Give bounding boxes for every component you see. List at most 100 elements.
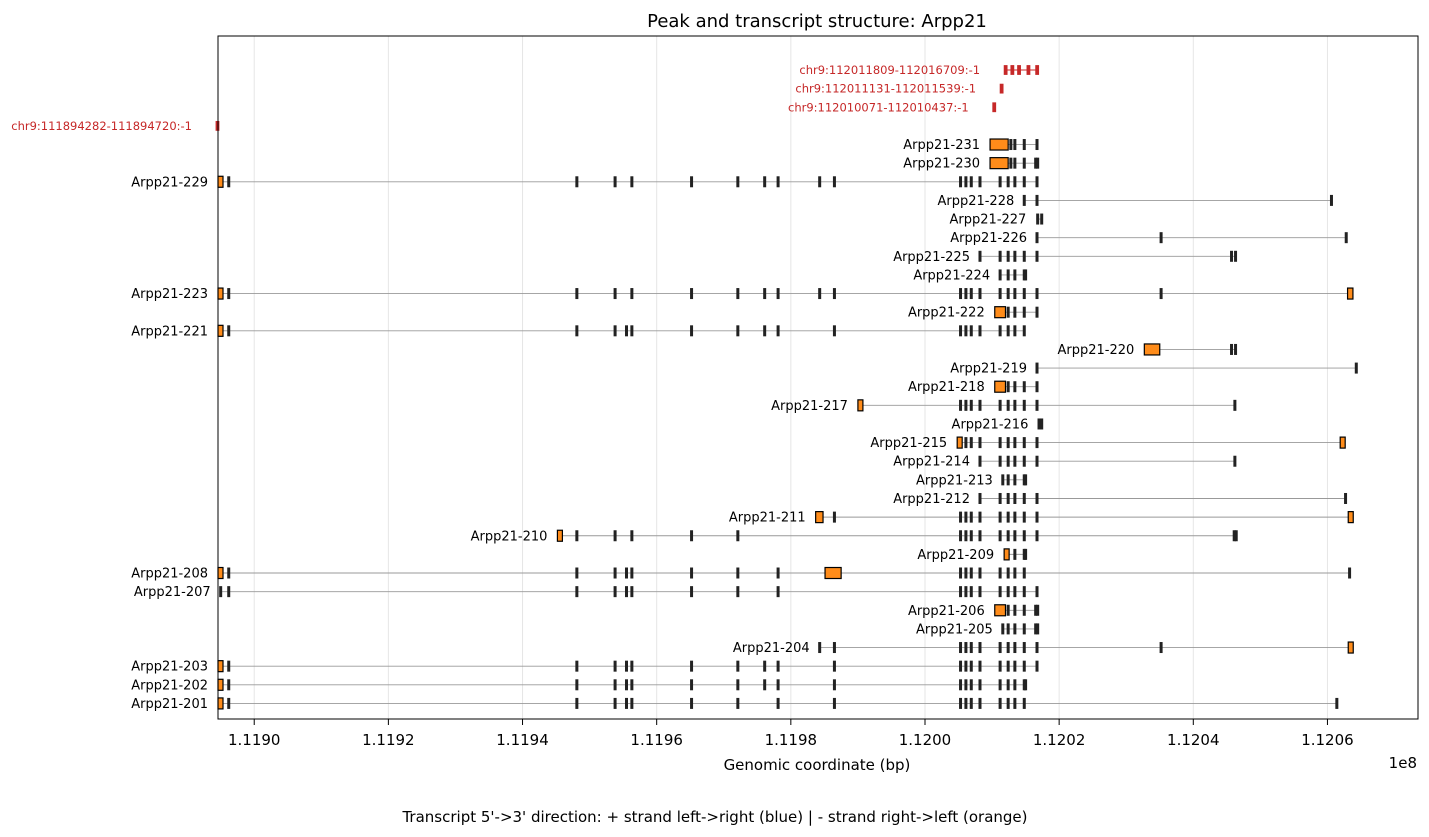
exon-mark (1022, 586, 1026, 598)
exon-mark (998, 399, 1002, 411)
transcript-label: Arpp21-227 (950, 213, 1027, 228)
x-tick-label: 1.1198 (765, 731, 818, 749)
utr-block (815, 511, 824, 524)
exon-mark (613, 176, 617, 188)
exon-mark (736, 176, 740, 188)
exon-mark (630, 176, 634, 188)
exon-mark (1037, 418, 1041, 430)
exon-mark (763, 176, 767, 188)
exon-mark (959, 660, 963, 672)
exon-mark (964, 511, 968, 523)
transcript-label: Arpp21-224 (913, 268, 990, 283)
exon-mark (1035, 437, 1039, 449)
exon-mark (978, 660, 982, 672)
exon-mark (1001, 623, 1005, 635)
exon-mark (690, 660, 694, 672)
transcript-track: Arpp21-230 (903, 157, 1040, 172)
transcript-label: Arpp21-228 (937, 194, 1014, 209)
exon-mark (1022, 437, 1026, 449)
exon-mark (1006, 623, 1010, 635)
exon-mark (832, 176, 836, 188)
exon-mark (1006, 455, 1010, 467)
exon-mark (1013, 660, 1017, 672)
exon-mark (818, 288, 822, 300)
exon-mark (1024, 679, 1028, 691)
exon-mark (1013, 567, 1017, 579)
exon-mark (1159, 232, 1163, 244)
exon-mark (776, 679, 780, 691)
exon-mark (832, 511, 836, 523)
exon-mark (624, 660, 628, 672)
transcript-track: Arpp21-213 (916, 473, 1028, 488)
transcript-track: Arpp21-203 (131, 660, 1039, 675)
exon-mark (1024, 548, 1028, 560)
exon-mark (613, 660, 617, 672)
transcript-label: Arpp21-203 (131, 660, 208, 675)
exon-mark (776, 288, 780, 300)
exon-mark (1035, 492, 1039, 504)
exon-mark (1035, 660, 1039, 672)
transcript-track: Arpp21-206 (908, 604, 1040, 619)
exon-mark (1035, 455, 1039, 467)
exon-mark (736, 697, 740, 709)
exon-mark (630, 325, 634, 337)
transcript-track: Arpp21-231 (903, 138, 1039, 153)
plot-area-frame (217, 35, 1419, 720)
x-tick-label: 1.1202 (1033, 731, 1086, 749)
exon-mark (964, 567, 968, 579)
exon-mark (575, 567, 579, 579)
exon-mark (1006, 176, 1010, 188)
exon-mark (964, 660, 968, 672)
exon-mark (1022, 567, 1026, 579)
x-axis-label: Genomic coordinate (bp) (724, 756, 911, 774)
exon-mark (219, 586, 223, 598)
exon-mark (624, 586, 628, 598)
exon-mark (1035, 176, 1039, 188)
exon-mark (575, 288, 579, 300)
exon-mark (1035, 306, 1039, 318)
exon-mark (1013, 269, 1017, 281)
exon-mark (630, 697, 634, 709)
exon-mark (998, 455, 1002, 467)
exon-mark (964, 530, 968, 542)
exon-mark (1022, 530, 1026, 542)
exon-mark (959, 325, 963, 337)
exon-mark (1035, 288, 1039, 300)
utr-block (217, 324, 224, 337)
transcript-label: Arpp21-206 (908, 604, 985, 619)
exon-mark (1233, 455, 1237, 467)
exon-mark (1035, 250, 1039, 262)
exon-mark (1006, 250, 1010, 262)
exon-mark (736, 325, 740, 337)
exon-mark (978, 437, 982, 449)
exon-mark (1013, 511, 1017, 523)
transcript-label: Arpp21-230 (903, 157, 980, 172)
exon-mark (613, 679, 617, 691)
transcript-label: Arpp21-214 (893, 455, 970, 470)
exon-mark (1022, 399, 1026, 411)
exon-mark (978, 176, 982, 188)
exon-mark (1013, 642, 1017, 654)
exon-mark (1006, 474, 1010, 486)
exon-mark (1035, 139, 1039, 151)
peak-block (1035, 65, 1040, 75)
exon-mark (1006, 306, 1010, 318)
exon-mark (832, 660, 836, 672)
exon-mark (1022, 250, 1026, 262)
exon-mark (964, 679, 968, 691)
peak-block (999, 83, 1004, 94)
transcript-label: Arpp21-218 (908, 380, 985, 395)
exon-mark (964, 176, 968, 188)
exon-mark (1013, 604, 1017, 616)
exon-mark (1013, 530, 1017, 542)
exon-mark (1013, 139, 1017, 151)
exon-mark (630, 586, 634, 598)
exon-mark (613, 586, 617, 598)
transcript-track: Arpp21-212 (893, 492, 1348, 507)
transcript-label: Arpp21-229 (131, 175, 208, 190)
exon-mark (969, 530, 973, 542)
exon-mark (1022, 642, 1026, 654)
exon-mark (998, 269, 1002, 281)
exon-mark (998, 660, 1002, 672)
exon-mark (832, 679, 836, 691)
